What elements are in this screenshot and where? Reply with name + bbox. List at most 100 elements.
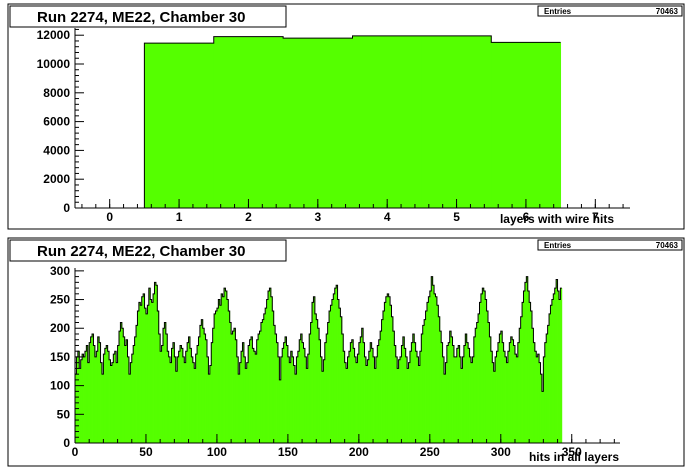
histogram-bin (262, 319, 265, 443)
x-tick-label: 6 (523, 210, 530, 224)
histogram-bin (172, 342, 175, 443)
histogram-bin (469, 356, 472, 443)
histogram-bin (286, 345, 289, 443)
histogram-bin (337, 299, 340, 443)
histogram-bin (123, 336, 126, 443)
histogram-bin (425, 311, 428, 443)
histogram-bin (128, 374, 131, 443)
x-tick-label: 350 (562, 445, 582, 459)
histogram-bin (82, 354, 84, 443)
x-tick-label: 100 (207, 445, 227, 459)
histogram-bin (384, 302, 387, 443)
histogram-bin (354, 356, 357, 443)
histogram-bin (544, 342, 547, 443)
histogram-bin (199, 325, 202, 443)
histogram-bin (280, 356, 283, 443)
x-tick-label: 200 (349, 445, 369, 459)
histogram-bin (101, 374, 104, 443)
histogram-bin (497, 342, 500, 443)
histogram-bin (451, 336, 453, 443)
histogram-bin (205, 339, 208, 443)
histogram-bin (409, 351, 412, 443)
histogram-outline (75, 276, 562, 392)
histogram-bin (276, 342, 279, 443)
histogram-bin (536, 356, 539, 443)
histogram-bin (160, 351, 162, 443)
y-tick-label: 250 (50, 293, 70, 307)
histogram-bin (434, 293, 436, 443)
histogram-bin (174, 356, 177, 443)
stats-box (537, 239, 683, 251)
histogram-bin (395, 356, 398, 443)
histogram-bin (411, 342, 414, 443)
histogram-bin (158, 333, 161, 443)
histogram-bin (181, 348, 184, 443)
histogram-bin (381, 319, 384, 443)
stats-entries-value: 70463 (656, 7, 679, 16)
histogram-bin (319, 339, 321, 443)
histogram-bin (527, 290, 530, 443)
histogram-bin (407, 368, 409, 443)
histogram-bin (218, 299, 221, 443)
histogram-bin (155, 285, 158, 443)
histogram-bin (206, 356, 209, 443)
histogram-bin (317, 328, 320, 443)
histogram-bin (307, 354, 310, 443)
histogram-bin (138, 302, 141, 443)
histogram-bin (310, 322, 313, 443)
histogram-bin (461, 368, 463, 443)
histogram-bin (361, 328, 364, 443)
histogram-bin (329, 311, 331, 443)
histogram-bin (482, 288, 485, 443)
histogram-bin (405, 356, 408, 443)
histogram-bin (380, 331, 382, 443)
histogram-bin (212, 328, 215, 443)
y-tick-label: 12000 (37, 28, 71, 42)
histogram-bin (184, 362, 187, 443)
histogram-bin (466, 342, 469, 443)
histogram-bin (462, 356, 465, 443)
histogram-bin (189, 348, 192, 443)
histogram-bin (370, 342, 373, 443)
y-tick-label: 100 (50, 379, 70, 393)
histogram-layers (75, 35, 562, 209)
histogram-bin (121, 328, 124, 443)
histogram-bin (459, 356, 462, 443)
histogram-bin (438, 316, 441, 443)
histogram-bin (516, 356, 519, 443)
histogram-bin (154, 282, 157, 443)
histogram-bin (106, 345, 109, 443)
histogram-bin (426, 302, 429, 443)
histogram-bin (414, 342, 417, 443)
x-tick-label: 250 (420, 445, 440, 459)
histogram-bin (449, 331, 452, 443)
histogram-bin (431, 276, 434, 443)
histogram-bin (346, 368, 348, 443)
histogram-bin (398, 359, 401, 443)
histogram-bin (175, 371, 178, 443)
histogram-bin (103, 354, 106, 443)
histogram-bin (377, 345, 380, 443)
histogram-bin (145, 313, 148, 443)
histogram-bin (198, 336, 201, 443)
histogram-bin (130, 362, 133, 443)
histogram-bin (526, 276, 529, 443)
x-tick-label: 5 (453, 210, 460, 224)
histogram-bin (185, 351, 188, 443)
histogram-bin (488, 322, 490, 443)
histogram-bin (489, 336, 492, 443)
histogram-bin (100, 362, 103, 443)
histogram-bin (439, 331, 442, 443)
histogram-bin (133, 345, 136, 443)
histogram-bin (493, 371, 496, 443)
histogram-bin (306, 368, 309, 443)
x-axis-title: layers with wire hits (500, 212, 614, 226)
histogram-bin (222, 296, 225, 443)
histogram-bin (445, 362, 448, 443)
histogram-bin (397, 368, 399, 443)
histogram-bin (503, 351, 506, 443)
histogram-bin (452, 345, 455, 443)
histogram-bin (522, 302, 524, 443)
histogram-bin (99, 342, 101, 443)
